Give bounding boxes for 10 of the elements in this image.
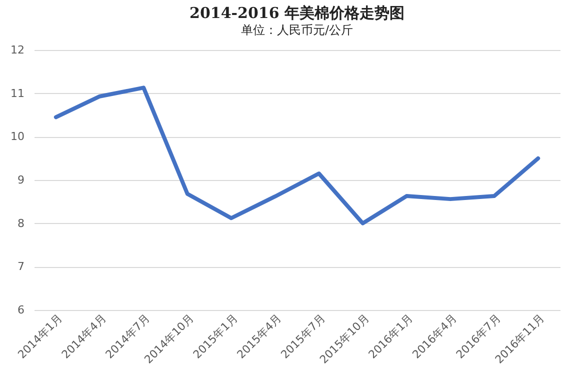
chart-subtitle: 单位：人民币元/公斤 [240,23,354,37]
y-tick-label: 6 [18,304,24,316]
line-series [54,86,540,226]
y-tick-label: 8 [18,216,24,230]
y-tick-label: 9 [18,174,24,186]
y-tick-label: 10 [10,130,24,144]
y-tick-label: 7 [18,260,24,274]
y-tick-label: 12 [10,44,24,56]
chart-title: 2014-2016 年美棉价格走势图 [190,4,404,22]
y-tick-label: 11 [10,86,24,100]
